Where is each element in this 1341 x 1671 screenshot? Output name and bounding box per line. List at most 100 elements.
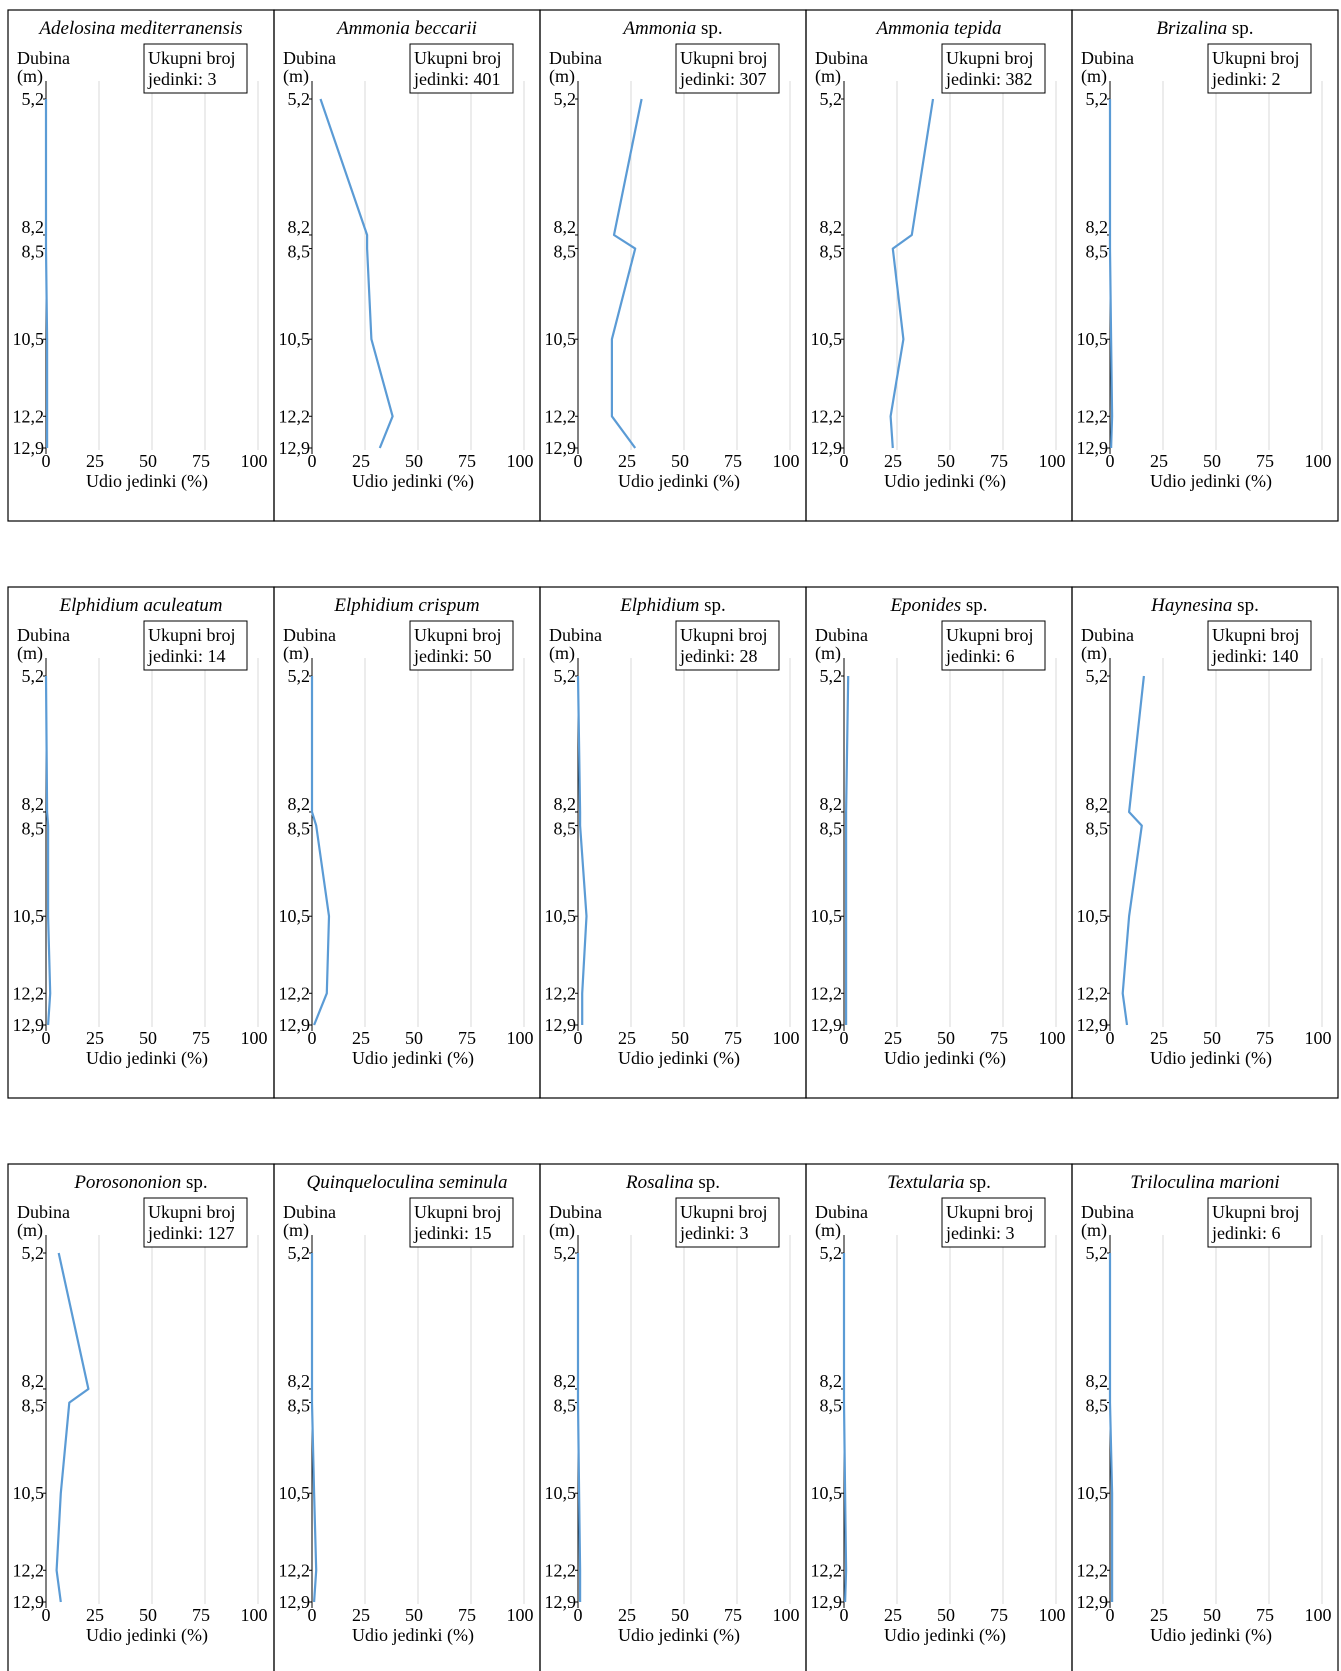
y-tick-label: 8,2: [1086, 794, 1109, 814]
x-tick-label: 100: [773, 1028, 800, 1048]
y-axis-title: Dubina: [17, 48, 70, 68]
x-tick-label: 50: [405, 1028, 423, 1048]
x-tick-label: 50: [671, 451, 689, 471]
y-axis-title: Dubina: [549, 625, 602, 645]
y-tick-label: 12,2: [13, 1560, 45, 1580]
y-tick-label: 12,2: [279, 983, 311, 1003]
x-tick-label: 50: [671, 1605, 689, 1625]
profile-panel: Eponides sp. Dubina(m)5,2 8,2 8,5 10,5 12,2 12…: [805, 586, 1073, 1099]
y-tick-label: 10,5: [545, 329, 577, 349]
x-tick-label: 75: [192, 1028, 210, 1048]
y-tick-label: 8,5: [1086, 242, 1109, 262]
count-value: jedinki: 3: [147, 69, 217, 89]
count-box: [1207, 620, 1312, 671]
x-tick-label: 75: [724, 451, 742, 471]
y-tick-label: 8,5: [554, 819, 577, 839]
count-box: [1207, 43, 1312, 94]
x-tick-label: 50: [405, 451, 423, 471]
count-label: Ukupni broj: [1212, 1202, 1300, 1222]
profile-panel: Textularia sp. Dubina(m)5,2 8,2 8,5 10,5 12,2…: [805, 1163, 1073, 1671]
x-axis-title: Udio jedinki (%): [352, 1048, 474, 1069]
y-tick-label: 12,9: [545, 1015, 577, 1035]
y-axis-unit: (m): [17, 66, 43, 87]
y-axis-unit: (m): [283, 1220, 309, 1241]
series-line: [310, 1253, 318, 1603]
x-tick-label: 0: [574, 1028, 583, 1048]
x-tick-label: 50: [1203, 451, 1221, 471]
count-value: jedinki: 6: [1211, 1223, 1281, 1243]
count-box: [409, 43, 514, 94]
y-tick-label: 5,2: [820, 89, 843, 109]
y-axis-title: Dubina: [549, 48, 602, 68]
y-axis-title: Dubina: [283, 48, 336, 68]
y-tick-label: 8,5: [22, 819, 45, 839]
y-tick-label: 12,9: [811, 1015, 843, 1035]
y-tick-label: 12,9: [811, 1592, 843, 1612]
panel-title: Ammonia tepida: [874, 18, 1001, 39]
y-tick-label: 12,2: [1077, 406, 1109, 426]
x-tick-label: 25: [352, 451, 370, 471]
x-tick-label: 25: [618, 1605, 636, 1625]
x-tick-label: 75: [458, 451, 476, 471]
profile-panel: Porosononion sp.Dubina(m)5,2 8,2 8,5 10,5 12…: [7, 1163, 275, 1671]
y-tick-label: 12,9: [13, 1015, 45, 1035]
count-value: jedinki: 50: [413, 646, 492, 666]
panel-frame: [1071, 586, 1339, 1099]
y-axis-title: Dubina: [1081, 48, 1134, 68]
x-tick-label: 100: [1305, 1605, 1332, 1625]
panel-title: Elphidium crispum: [333, 595, 479, 616]
x-tick-label: 100: [241, 451, 268, 471]
count-value: jedinki: 2: [1211, 69, 1281, 89]
series-line: [1121, 675, 1145, 1026]
series-line: [842, 1253, 848, 1603]
count-value: jedinki: 140: [1211, 646, 1299, 666]
x-tick-label: 25: [618, 1028, 636, 1048]
y-axis-unit: (m): [549, 66, 575, 87]
y-tick-label: 8,2: [554, 217, 577, 237]
count-box: [675, 620, 780, 671]
y-tick-label: 8,2: [22, 1371, 45, 1391]
count-label: Ukupni broj: [946, 1202, 1034, 1222]
x-tick-label: 0: [1106, 1028, 1115, 1048]
x-axis-title: Udio jedinki (%): [352, 1625, 474, 1646]
x-tick-label: 0: [840, 1028, 849, 1048]
count-value: jedinki: 401: [413, 69, 501, 89]
count-box: [675, 1197, 780, 1248]
y-tick-label: 12,2: [279, 1560, 311, 1580]
y-tick-label: 8,2: [820, 794, 843, 814]
count-label: Ukupni broj: [946, 48, 1034, 68]
panel-title: Eponides sp.: [889, 595, 987, 616]
profile-panel: Elphidium crispum Dubina(m)5,2 8,2 8,5 10,5 1…: [273, 586, 541, 1099]
y-axis-title: Dubina: [1081, 625, 1134, 645]
count-box: [143, 620, 248, 671]
count-label: Ukupni broj: [680, 625, 768, 645]
y-tick-label: 5,2: [554, 1243, 577, 1263]
panel-title: Haynesina sp.: [1150, 595, 1259, 616]
y-tick-label: 8,5: [288, 1396, 311, 1416]
y-tick-label: 8,2: [22, 217, 45, 237]
count-label: Ukupni broj: [148, 625, 236, 645]
x-tick-label: 0: [840, 451, 849, 471]
profile-panel: Brizalina sp. Dubina(m)5,2 8,2 8,5 10,5 12,2 1…: [1071, 9, 1339, 522]
x-tick-label: 25: [352, 1028, 370, 1048]
count-value: jedinki: 3: [679, 1223, 749, 1243]
y-axis-title: Dubina: [815, 1202, 868, 1222]
panel-title: Ammonia beccarii: [335, 18, 477, 39]
x-axis-title: Udio jedinki (%): [618, 1048, 740, 1069]
y-tick-label: 8,2: [288, 794, 311, 814]
x-tick-label: 75: [458, 1605, 476, 1625]
count-box: [941, 620, 1046, 671]
y-tick-label: 10,5: [13, 329, 45, 349]
x-tick-label: 75: [724, 1605, 742, 1625]
x-tick-label: 25: [1150, 1605, 1168, 1625]
count-box: [409, 1197, 514, 1248]
y-tick-label: 12,2: [811, 406, 843, 426]
y-tick-label: 8,5: [22, 242, 45, 262]
count-box: [1207, 1197, 1312, 1248]
x-axis-title: Udio jedinki (%): [884, 471, 1006, 492]
y-tick-label: 12,9: [545, 438, 577, 458]
y-tick-label: 10,5: [1077, 1483, 1109, 1503]
series-line: [44, 675, 52, 1026]
count-label: Ukupni broj: [414, 625, 502, 645]
